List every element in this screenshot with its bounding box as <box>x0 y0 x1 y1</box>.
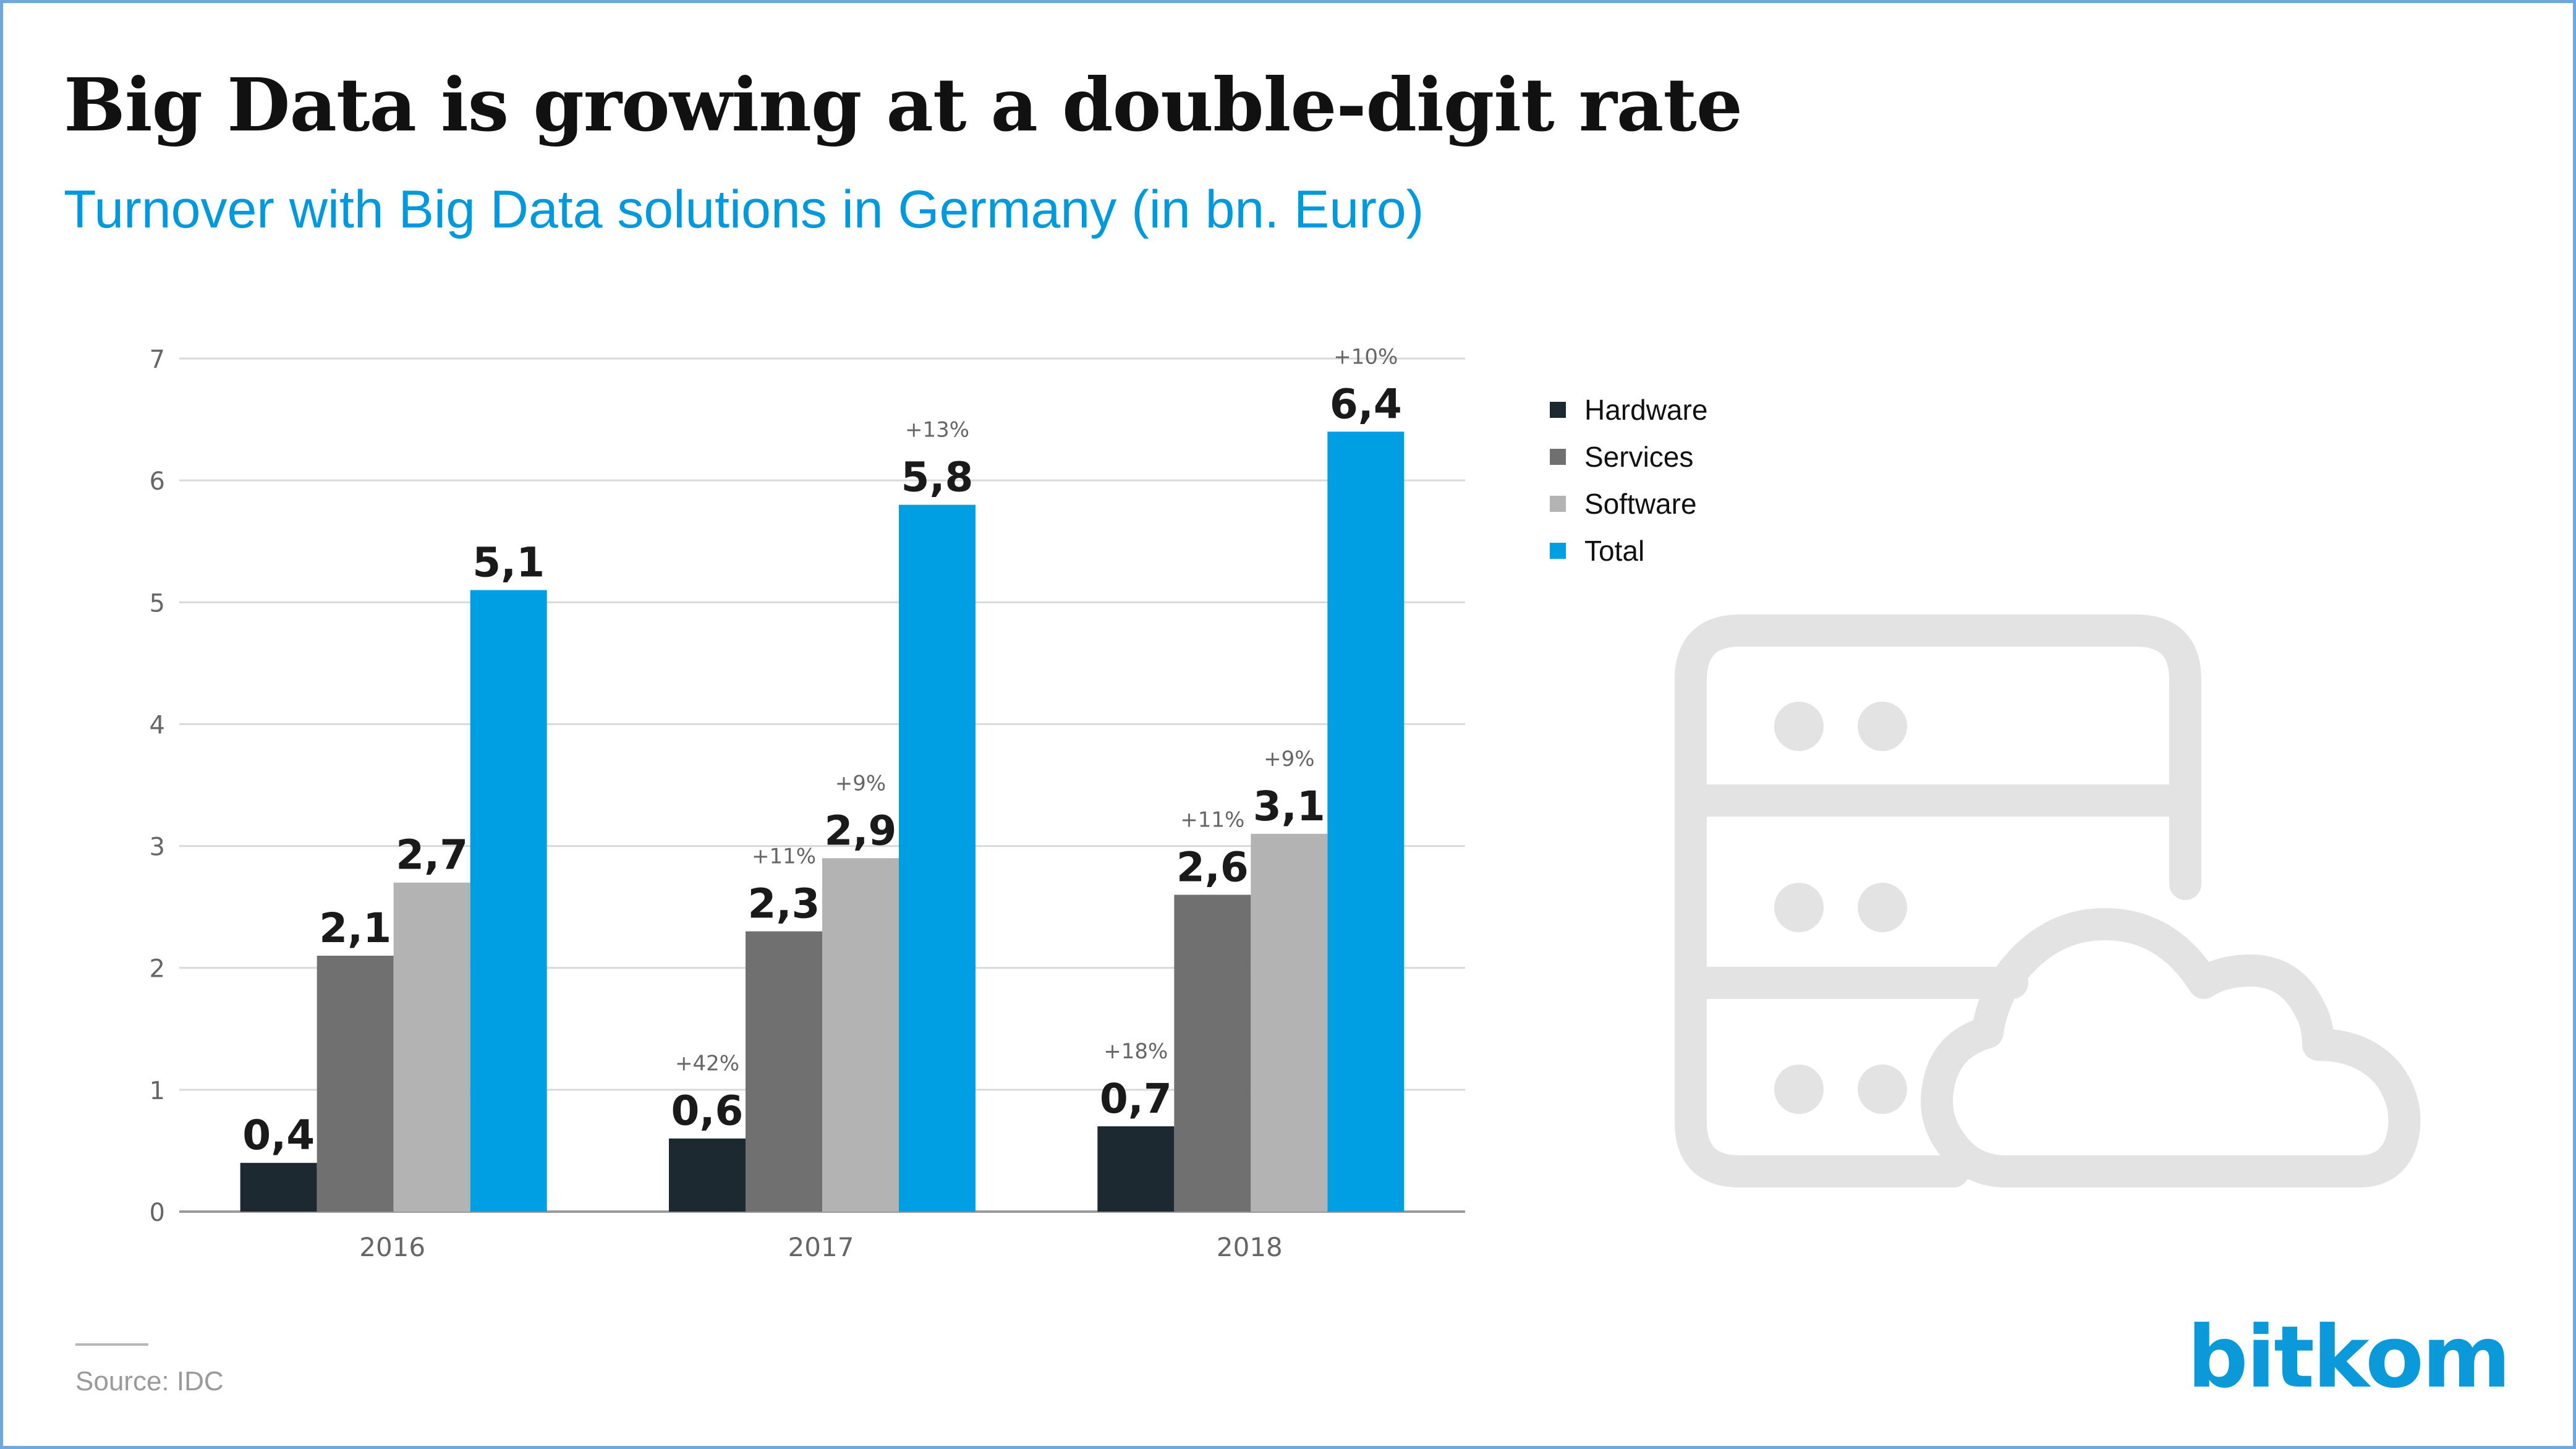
bar-software-2018 <box>1251 833 1328 1212</box>
value-label: 3,1 <box>1253 783 1325 830</box>
value-label: 0,6 <box>671 1087 744 1135</box>
bar-software-2016 <box>393 882 470 1212</box>
x-tick-label: 2016 <box>359 1232 425 1262</box>
legend-label: Hardware <box>1584 394 1708 426</box>
change-label: +11% <box>1180 807 1244 832</box>
change-label: +18% <box>1103 1039 1168 1064</box>
y-tick-label: 6 <box>150 467 165 496</box>
legend: Hardware Services Software Total <box>1550 386 1707 574</box>
bar-total-2016 <box>470 590 547 1212</box>
value-label: 0,7 <box>1100 1075 1172 1123</box>
bar-services-2018 <box>1174 894 1251 1212</box>
legend-label: Services <box>1584 441 1694 473</box>
y-tick-label: 5 <box>150 589 165 618</box>
bars <box>240 431 1405 1212</box>
legend-item-software: Software <box>1550 480 1707 527</box>
value-label: 2,9 <box>825 807 897 854</box>
y-axis-ticks: 0 1 2 3 4 5 6 7 <box>150 346 165 1227</box>
legend-label: Total <box>1584 535 1645 567</box>
legend-swatch <box>1550 543 1566 559</box>
legend-swatch <box>1550 402 1566 418</box>
y-tick-label: 2 <box>150 955 165 984</box>
source-divider <box>75 1343 148 1346</box>
value-label: 2,1 <box>319 904 391 952</box>
bar-software-2017 <box>822 858 899 1212</box>
bar-total-2017 <box>899 504 976 1212</box>
bar-chart: 0 1 2 3 4 5 6 7 0,4 2,12,7 5,1 0,6 +42% 2,3 +11% 2,9 +9… <box>150 344 1465 1262</box>
legend-item-total: Total <box>1550 527 1707 574</box>
value-label: 2,7 <box>396 831 468 879</box>
y-tick-label: 3 <box>150 833 165 862</box>
change-label: +9% <box>1264 747 1314 771</box>
value-label: 5,8 <box>901 454 974 501</box>
server-cloud-icon <box>1675 614 2421 1188</box>
change-label: +13% <box>905 418 969 443</box>
y-tick-label: 0 <box>150 1199 165 1227</box>
y-tick-label: 1 <box>150 1077 165 1105</box>
data-labels: 0,4 2,12,7 5,1 0,6 +42% 2,3 +11% 2,9 +9% 5,8 +13% 0… <box>242 344 1402 1159</box>
value-label: 2,3 <box>748 880 820 928</box>
x-axis-ticks: 2016 2017 2018 <box>359 1232 1283 1262</box>
y-tick-label: 7 <box>150 346 165 374</box>
legend-label: Software <box>1584 488 1697 520</box>
x-tick-label: 2017 <box>788 1232 854 1262</box>
chart-title: Big Data is growing at a double-digit ra… <box>64 62 1743 148</box>
y-tick-label: 4 <box>150 711 165 739</box>
legend-item-hardware: Hardware <box>1550 386 1707 433</box>
legend-swatch <box>1550 496 1566 512</box>
chart-subtitle: Turnover with Big Data solutions in Germ… <box>64 180 1424 239</box>
bar-total-2018 <box>1327 431 1405 1212</box>
legend-swatch <box>1550 449 1566 465</box>
change-label: +11% <box>752 844 816 869</box>
value-label: 6,4 <box>1330 380 1402 428</box>
x-tick-label: 2018 <box>1217 1232 1283 1262</box>
bar-hardware-2017 <box>669 1138 746 1212</box>
bar-services-2016 <box>317 956 394 1212</box>
value-label: 0,4 <box>242 1111 315 1159</box>
legend-item-services: Services <box>1550 433 1707 480</box>
bar-hardware-2016 <box>240 1163 317 1212</box>
change-label: +42% <box>675 1052 739 1076</box>
value-label: 2,6 <box>1176 843 1249 891</box>
bar-hardware-2018 <box>1097 1126 1175 1212</box>
value-label: 5,1 <box>472 539 545 587</box>
source-note: Source: IDC <box>75 1366 224 1396</box>
change-label: +10% <box>1333 344 1398 369</box>
bar-services-2017 <box>746 931 822 1212</box>
bitkom-logo: bitkom <box>2187 1307 2511 1407</box>
change-label: +9% <box>835 771 886 796</box>
